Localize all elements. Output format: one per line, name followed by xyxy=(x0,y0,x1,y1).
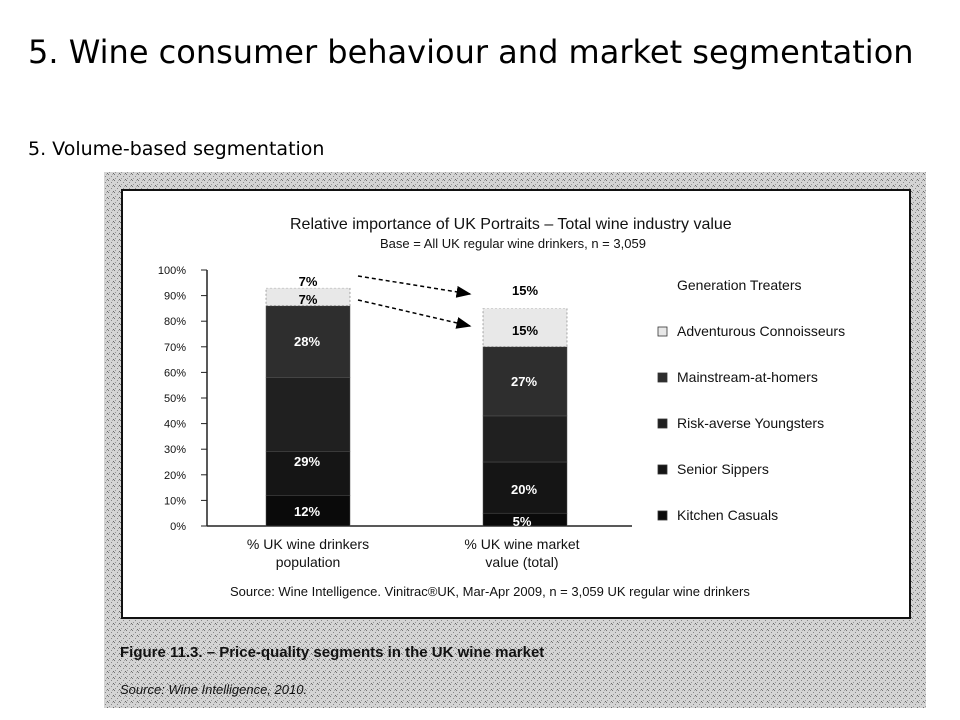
y-tick-label: 10% xyxy=(164,495,186,507)
x-category-label: population xyxy=(276,554,341,570)
segment-label: 15% xyxy=(512,323,538,338)
y-tick-label: 90% xyxy=(164,291,186,303)
segment-label: 27% xyxy=(511,374,537,389)
y-tick-label: 60% xyxy=(164,367,186,379)
bar-segment xyxy=(265,377,351,453)
y-tick-label: 30% xyxy=(164,444,186,456)
legend-entry: Adventurous Connoisseurs xyxy=(677,323,845,339)
segment-label: 15% xyxy=(512,283,538,298)
slide-subtitle: 5. Volume-based segmentation xyxy=(28,138,325,160)
slide-title: 5. Wine consumer behaviour and market se… xyxy=(28,33,914,71)
y-tick-label: 100% xyxy=(158,265,186,277)
stacked-bars: 12% 29% 28% 7% 7% 5% 20% 27% 15% 15% xyxy=(265,270,568,529)
segment-label: 29% xyxy=(294,454,320,469)
segment-label: 20% xyxy=(511,482,537,497)
x-axis-labels: % UK wine drinkers population % UK wine ma… xyxy=(247,536,580,570)
x-category-label: % UK wine drinkers xyxy=(247,536,369,552)
legend: Generation Treaters Adventurous Connoisse… xyxy=(657,277,845,523)
segment-label: 7% xyxy=(299,274,318,289)
bar-segment xyxy=(266,270,350,288)
y-axis-ticks: 0% 10% 20% 30% 40% 50% 60% 70% 80% 90% 100% xyxy=(158,265,207,533)
y-tick-label: 20% xyxy=(164,470,186,482)
legend-swatch xyxy=(657,510,668,521)
legend-entry: Generation Treaters xyxy=(677,277,802,293)
legend-entry: Risk-averse Youngsters xyxy=(677,415,824,431)
legend-swatch xyxy=(657,464,668,475)
figure-caption: Figure 11.3. – Price-quality segments in… xyxy=(120,644,544,661)
y-tick-label: 70% xyxy=(164,342,186,354)
x-category-label: value (total) xyxy=(485,554,558,570)
chart-subtitle: Base = All UK regular wine drinkers, n =… xyxy=(380,236,646,251)
x-category-label: % UK wine market xyxy=(464,536,579,552)
legend-entry: Mainstream-at-homers xyxy=(677,369,818,385)
legend-entry: Kitchen Casuals xyxy=(677,507,778,523)
legend-swatch xyxy=(657,418,668,429)
segment-label: 7% xyxy=(299,292,318,307)
bar-segment xyxy=(265,451,351,496)
segment-label: 5% xyxy=(513,514,532,529)
segment-label: 12% xyxy=(294,504,320,519)
arrow-generation-treaters xyxy=(357,275,472,298)
y-tick-label: 50% xyxy=(164,393,186,405)
y-tick-label: 80% xyxy=(164,316,186,328)
chart-title: Relative importance of UK Portraits – To… xyxy=(290,216,732,233)
figure-caption-source: Source: Wine Intelligence, 2010. xyxy=(120,682,307,697)
bar-segment xyxy=(482,346,568,417)
legend-entry: Senior Sippers xyxy=(677,461,769,477)
legend-swatch xyxy=(657,326,668,337)
segment-label: 28% xyxy=(294,334,320,349)
bar-segment xyxy=(482,461,568,514)
bar-segment xyxy=(482,415,568,463)
arrow-adventurous-connoisseurs xyxy=(357,299,472,329)
y-tick-label: 40% xyxy=(164,419,186,431)
bar-segment xyxy=(483,270,567,309)
bar-segment xyxy=(265,495,351,527)
chart-source: Source: Wine Intelligence. Vinitrac®UK, … xyxy=(230,584,750,599)
legend-swatch xyxy=(657,372,668,383)
y-tick-label: 0% xyxy=(170,521,186,533)
